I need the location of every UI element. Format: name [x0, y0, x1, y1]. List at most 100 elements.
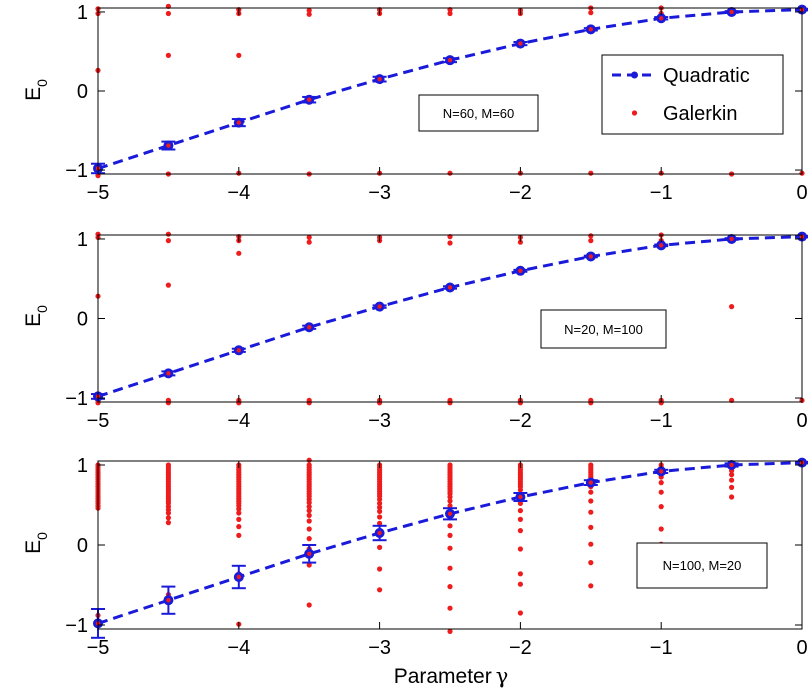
ylabel-top: E0 — [22, 79, 50, 101]
galerkin-point — [165, 10, 171, 17]
quadratic-point-center — [518, 41, 523, 46]
galerkin-point — [377, 496, 383, 502]
galerkin-point — [377, 504, 383, 510]
y-tick-label: 1 — [77, 2, 88, 24]
quadratic-point-center — [588, 254, 593, 259]
x-tick-label: −4 — [227, 637, 250, 659]
galerkin-point — [588, 170, 594, 176]
galerkin-point — [447, 584, 453, 590]
quadratic-point-center — [659, 16, 664, 21]
quadratic-point-center — [236, 574, 241, 580]
legend-galerkin-marker — [631, 110, 638, 116]
galerkin-point — [165, 282, 171, 288]
galerkin-point — [236, 52, 242, 59]
galerkin-point — [377, 500, 383, 506]
galerkin-point — [306, 512, 312, 519]
quadratic-point-center — [729, 462, 734, 468]
galerkin-point — [306, 562, 312, 568]
legend-quadratic-label: Quadratic — [663, 65, 750, 87]
galerkin-point — [306, 526, 312, 532]
galerkin-point — [517, 571, 524, 577]
quadratic-point-center — [307, 325, 312, 330]
quadratic-point-center — [729, 9, 734, 15]
galerkin-point — [517, 528, 524, 534]
quadratic-point-center — [236, 120, 241, 125]
annotation-text-top: N=60, M=60 — [443, 106, 515, 121]
galerkin-point — [658, 489, 664, 495]
quadratic-point-center — [518, 268, 523, 273]
galerkin-point — [588, 583, 594, 589]
galerkin-point — [658, 504, 664, 510]
galerkin-point — [588, 509, 594, 515]
galerkin-point — [306, 518, 312, 524]
galerkin-point — [517, 546, 524, 552]
x-tick-label: 0 — [796, 637, 807, 659]
legend-galerkin-label: Galerkin — [663, 103, 737, 125]
axes-background — [98, 235, 802, 402]
annotation-box-bottom — [636, 542, 768, 589]
galerkin-point — [588, 560, 594, 566]
galerkin-point — [236, 510, 242, 516]
quadratic-point-center — [166, 143, 171, 148]
galerkin-point — [447, 10, 453, 17]
galerkin-point — [447, 498, 453, 504]
y-tick-label: −1 — [65, 388, 88, 410]
quadratic-point-center — [659, 469, 664, 474]
galerkin-point — [165, 400, 171, 406]
galerkin-point — [306, 602, 312, 608]
galerkin-point — [165, 231, 171, 237]
galerkin-point — [447, 494, 453, 500]
galerkin-point — [588, 233, 594, 239]
xlabel-bottom: Parameter γ — [394, 664, 509, 688]
galerkin-point — [447, 240, 453, 246]
quadratic-point-center — [377, 304, 382, 309]
galerkin-point — [447, 400, 453, 406]
galerkin-point — [165, 238, 171, 244]
galerkin-point — [729, 304, 735, 310]
x-tick-label: −3 — [368, 410, 391, 432]
galerkin-point — [236, 250, 242, 256]
galerkin-point — [306, 504, 312, 510]
legend-quadratic-marker — [631, 71, 638, 79]
x-tick-label: −2 — [509, 637, 532, 659]
ylabel-middle: E0 — [22, 305, 50, 327]
galerkin-point — [588, 541, 594, 547]
x-tick-label: −5 — [87, 182, 110, 204]
x-tick-label: −4 — [227, 410, 250, 432]
x-tick-label: −2 — [509, 410, 532, 432]
x-tick-label: 0 — [796, 410, 807, 432]
quadratic-point-center — [166, 371, 171, 376]
galerkin-point — [588, 10, 594, 16]
galerkin-point — [517, 500, 524, 506]
y-tick-label: 0 — [77, 309, 88, 331]
quadratic-point-center — [307, 551, 312, 556]
ylabel-bottom: E0 — [22, 532, 50, 554]
galerkin-point — [729, 494, 735, 500]
annotation-text-middle: N=20, M=100 — [564, 322, 643, 337]
x-tick-label: −1 — [650, 410, 673, 432]
panel-middle: E0 N=20, M=100 −5 −4 −3 −2 −1 0 −1 0 1 — [22, 229, 808, 432]
galerkin-point — [306, 457, 312, 463]
galerkin-point — [236, 506, 242, 512]
galerkin-point — [517, 610, 524, 616]
quadratic-point-center — [659, 243, 664, 248]
galerkin-point — [165, 515, 171, 521]
galerkin-point — [517, 516, 524, 523]
x-tick-label: −1 — [650, 182, 673, 204]
legend: Quadratic Galerkin — [601, 54, 784, 135]
galerkin-point — [306, 239, 312, 245]
plot-area — [91, 231, 808, 406]
galerkin-point — [306, 7, 312, 13]
galerkin-point — [447, 565, 453, 571]
galerkin-point — [447, 545, 453, 551]
x-tick-label: −3 — [368, 182, 391, 204]
x-tick-label: −4 — [227, 182, 250, 204]
galerkin-point — [447, 503, 453, 509]
galerkin-point — [729, 484, 735, 490]
x-tick-label: −5 — [87, 410, 110, 432]
galerkin-point — [306, 400, 312, 406]
galerkin-point — [377, 514, 383, 520]
galerkin-point — [377, 587, 383, 593]
galerkin-point — [517, 487, 524, 493]
galerkin-point — [517, 508, 524, 514]
